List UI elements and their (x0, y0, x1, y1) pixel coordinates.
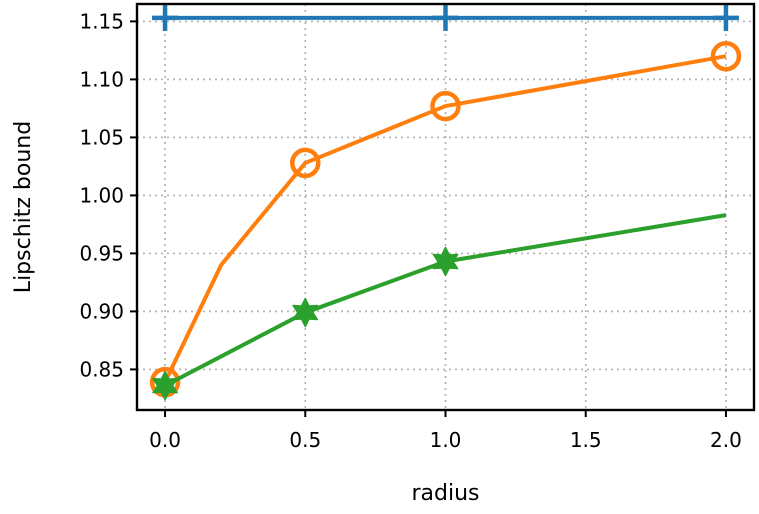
x-tick-label: 1.5 (570, 428, 602, 452)
series-3-point (432, 246, 459, 277)
axis-ticks: 0.0 0.5 1.0 1.5 2.0 0.85 0.90 0.95 1.00 1.05 1.10 1… (79, 9, 741, 452)
series-2-point (290, 147, 321, 179)
x-tick-label: 2.0 (710, 428, 742, 452)
series-1-point (712, 4, 739, 31)
series-2-point (710, 40, 742, 72)
series-2-line (163, 54, 727, 384)
x-tick-label: 0.0 (149, 428, 181, 452)
x-axis-title: radius (411, 481, 479, 506)
series-layer (149, 4, 742, 401)
y-tick-label: 0.90 (79, 299, 124, 323)
y-tick-label: 0.85 (79, 357, 124, 381)
series-3 (152, 213, 727, 401)
series-3-line (164, 213, 727, 388)
x-tick-label: 1.0 (430, 428, 462, 452)
y-tick-label: 1.00 (79, 183, 124, 207)
series-2-point (430, 90, 461, 122)
series-1-point (152, 4, 179, 31)
y-tick-label: 0.95 (79, 241, 124, 265)
series-1 (152, 4, 739, 31)
grid (137, 4, 754, 410)
y-tick-label: 1.05 (79, 125, 124, 149)
y-axis-title: Lipschitz bound (11, 121, 36, 293)
series-3-point (152, 370, 178, 401)
y-tick-label: 1.15 (79, 9, 124, 33)
x-tick-label: 0.5 (289, 428, 321, 452)
series-3-point (292, 297, 319, 328)
y-tick-label: 1.10 (79, 67, 124, 91)
series-1-point (432, 4, 459, 31)
